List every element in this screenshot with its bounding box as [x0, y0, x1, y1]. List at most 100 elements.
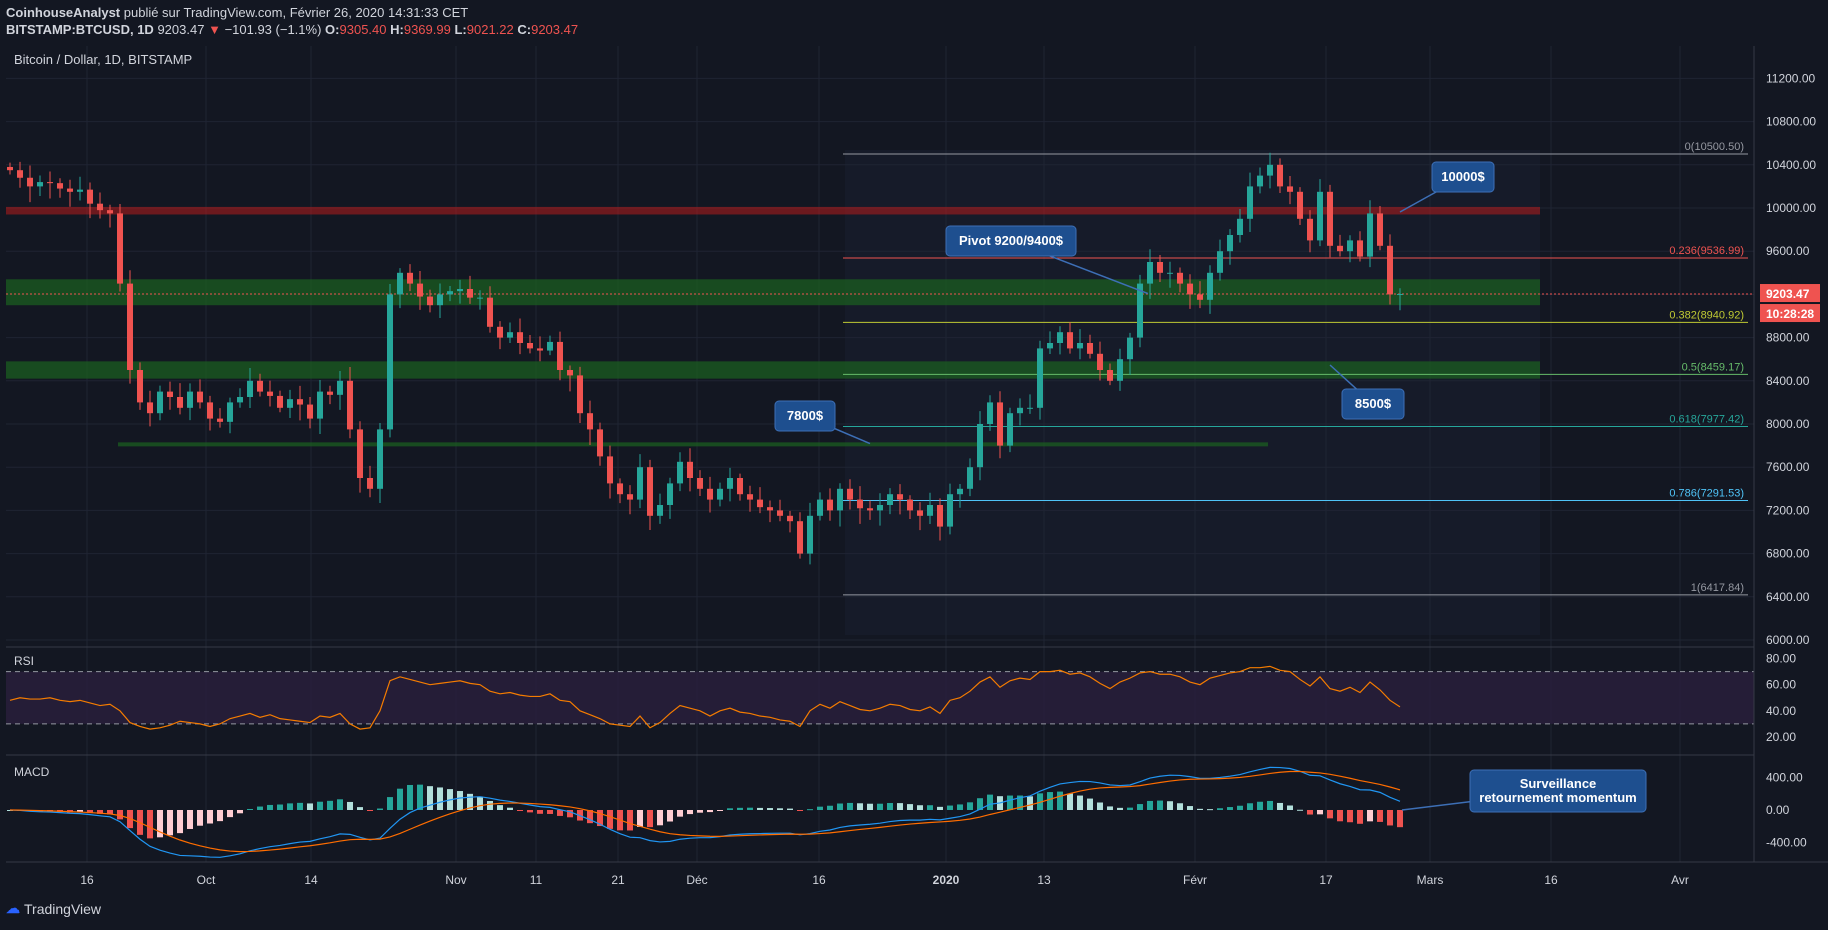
macd-histogram-bar [287, 803, 293, 810]
macd-label: MACD [14, 765, 50, 779]
macd-histogram-bar [157, 810, 163, 838]
macd-line [9, 766, 1401, 858]
candle-body [1257, 175, 1263, 187]
macd-histogram-bar [107, 810, 113, 815]
high-label: H: [390, 22, 404, 37]
macd-histogram-bar [557, 810, 563, 816]
macd-histogram-bar [207, 810, 213, 824]
callout-box [1431, 161, 1495, 193]
candle-body [1097, 353, 1103, 370]
macd-histogram-bar [907, 804, 913, 810]
resistance-zone [6, 206, 1540, 215]
candle-body [287, 399, 293, 408]
macd-histogram-bar [597, 810, 603, 827]
candle-body [457, 289, 463, 292]
chart-header: CoinhouseAnalyst publié sur TradingView.… [0, 0, 1828, 46]
candle-body [1167, 272, 1173, 274]
macd-histogram-bar [1377, 810, 1383, 822]
macd-histogram-bar [367, 810, 373, 811]
macd-histogram-bar [1297, 809, 1303, 811]
candle-body [667, 483, 673, 505]
candle-body [727, 478, 733, 489]
author-name[interactable]: CoinhouseAnalyst [6, 5, 121, 20]
brand-name: TradingView [24, 900, 102, 917]
support-zone [6, 361, 1540, 379]
support-zone [6, 279, 1540, 306]
x-tick-label: 14 [304, 873, 318, 887]
macd-histogram-bar [1017, 795, 1023, 810]
publish-info: CoinhouseAnalyst publié sur TradingView.… [6, 5, 468, 20]
candle-body [1117, 359, 1123, 381]
macd-histogram-bar [347, 801, 353, 810]
macd-tick-label: 0.00 [1766, 803, 1790, 817]
candle-body [137, 370, 143, 403]
candle-body [1387, 245, 1393, 295]
macd-histogram-bar [1187, 806, 1193, 810]
macd-histogram-bar [437, 787, 443, 810]
macd-histogram-bar [947, 805, 953, 810]
candle-body [317, 391, 323, 419]
y-tick-label: 10000.00 [1766, 201, 1816, 215]
macd-histogram-bar [1177, 803, 1183, 810]
macd-tick-label: -400.00 [1766, 835, 1807, 849]
candle-body [447, 291, 453, 295]
candle-body [1107, 370, 1113, 381]
price-change: −101.93 (−1.1%) [224, 22, 322, 37]
candle-body [437, 294, 443, 306]
tradingview-brand[interactable]: ☁ TradingView [6, 900, 101, 917]
x-tick-label: Nov [445, 873, 466, 887]
macd-histogram-bar [357, 807, 363, 810]
candle-body [37, 182, 43, 187]
rsi-tick-label: 80.00 [1766, 652, 1796, 666]
candle-body [207, 402, 213, 419]
candle-body [977, 424, 983, 468]
macd-histogram-bar [337, 799, 343, 810]
candle-body [387, 294, 393, 430]
macd-histogram-bar [1387, 810, 1393, 826]
candle-body [917, 510, 923, 516]
candle-body [507, 332, 513, 338]
candle-body [637, 467, 643, 500]
symbol-label: BITSTAMP:BTCUSD, 1D [6, 22, 154, 37]
candle-body [177, 397, 183, 408]
fib-area [845, 150, 1540, 635]
macd-histogram-bar [1257, 801, 1263, 810]
fib-level-label: 0.382(8940.92) [1669, 309, 1744, 321]
candle-body [737, 478, 743, 495]
high-value: 9369.99 [403, 22, 451, 37]
candle-body [197, 391, 203, 403]
candle-body [1327, 191, 1333, 246]
macd-histogram-bar [517, 810, 523, 811]
down-arrow-icon: ▼ [208, 22, 221, 37]
candle-body [377, 429, 383, 489]
macd-histogram-bar [1037, 793, 1043, 810]
macd-histogram-bar [247, 808, 253, 810]
signal-line [9, 770, 1401, 853]
candle-body [827, 499, 833, 511]
candle-body [247, 380, 253, 397]
rsi-band [6, 671, 1754, 724]
macd-histogram-bar [1237, 805, 1243, 810]
macd-histogram-bar [1027, 796, 1033, 810]
x-tick-label: 16 [1544, 873, 1558, 887]
candle-body [1047, 343, 1053, 349]
macd-histogram-bar [1327, 810, 1333, 819]
macd-histogram-bar [607, 810, 613, 829]
macd-histogram-bar [397, 788, 403, 810]
rsi-tick-label: 60.00 [1766, 678, 1796, 692]
macd-histogram-bar [877, 803, 883, 810]
candle-body [327, 391, 333, 395]
macd-histogram-bar [237, 810, 243, 814]
candle-body [1157, 262, 1163, 273]
x-tick-label: Oct [197, 873, 216, 887]
y-tick-label: 7600.00 [1766, 460, 1810, 474]
tradingview-logo-icon: ☁ [6, 900, 20, 916]
macd-histogram-bar [327, 800, 333, 810]
x-tick-label: 21 [611, 873, 625, 887]
macd-histogram-bar [1057, 791, 1063, 810]
macd-histogram-bar [957, 804, 963, 810]
macd-histogram-bar [97, 810, 103, 814]
candle-body [57, 183, 63, 189]
macd-histogram-bar [807, 809, 813, 811]
